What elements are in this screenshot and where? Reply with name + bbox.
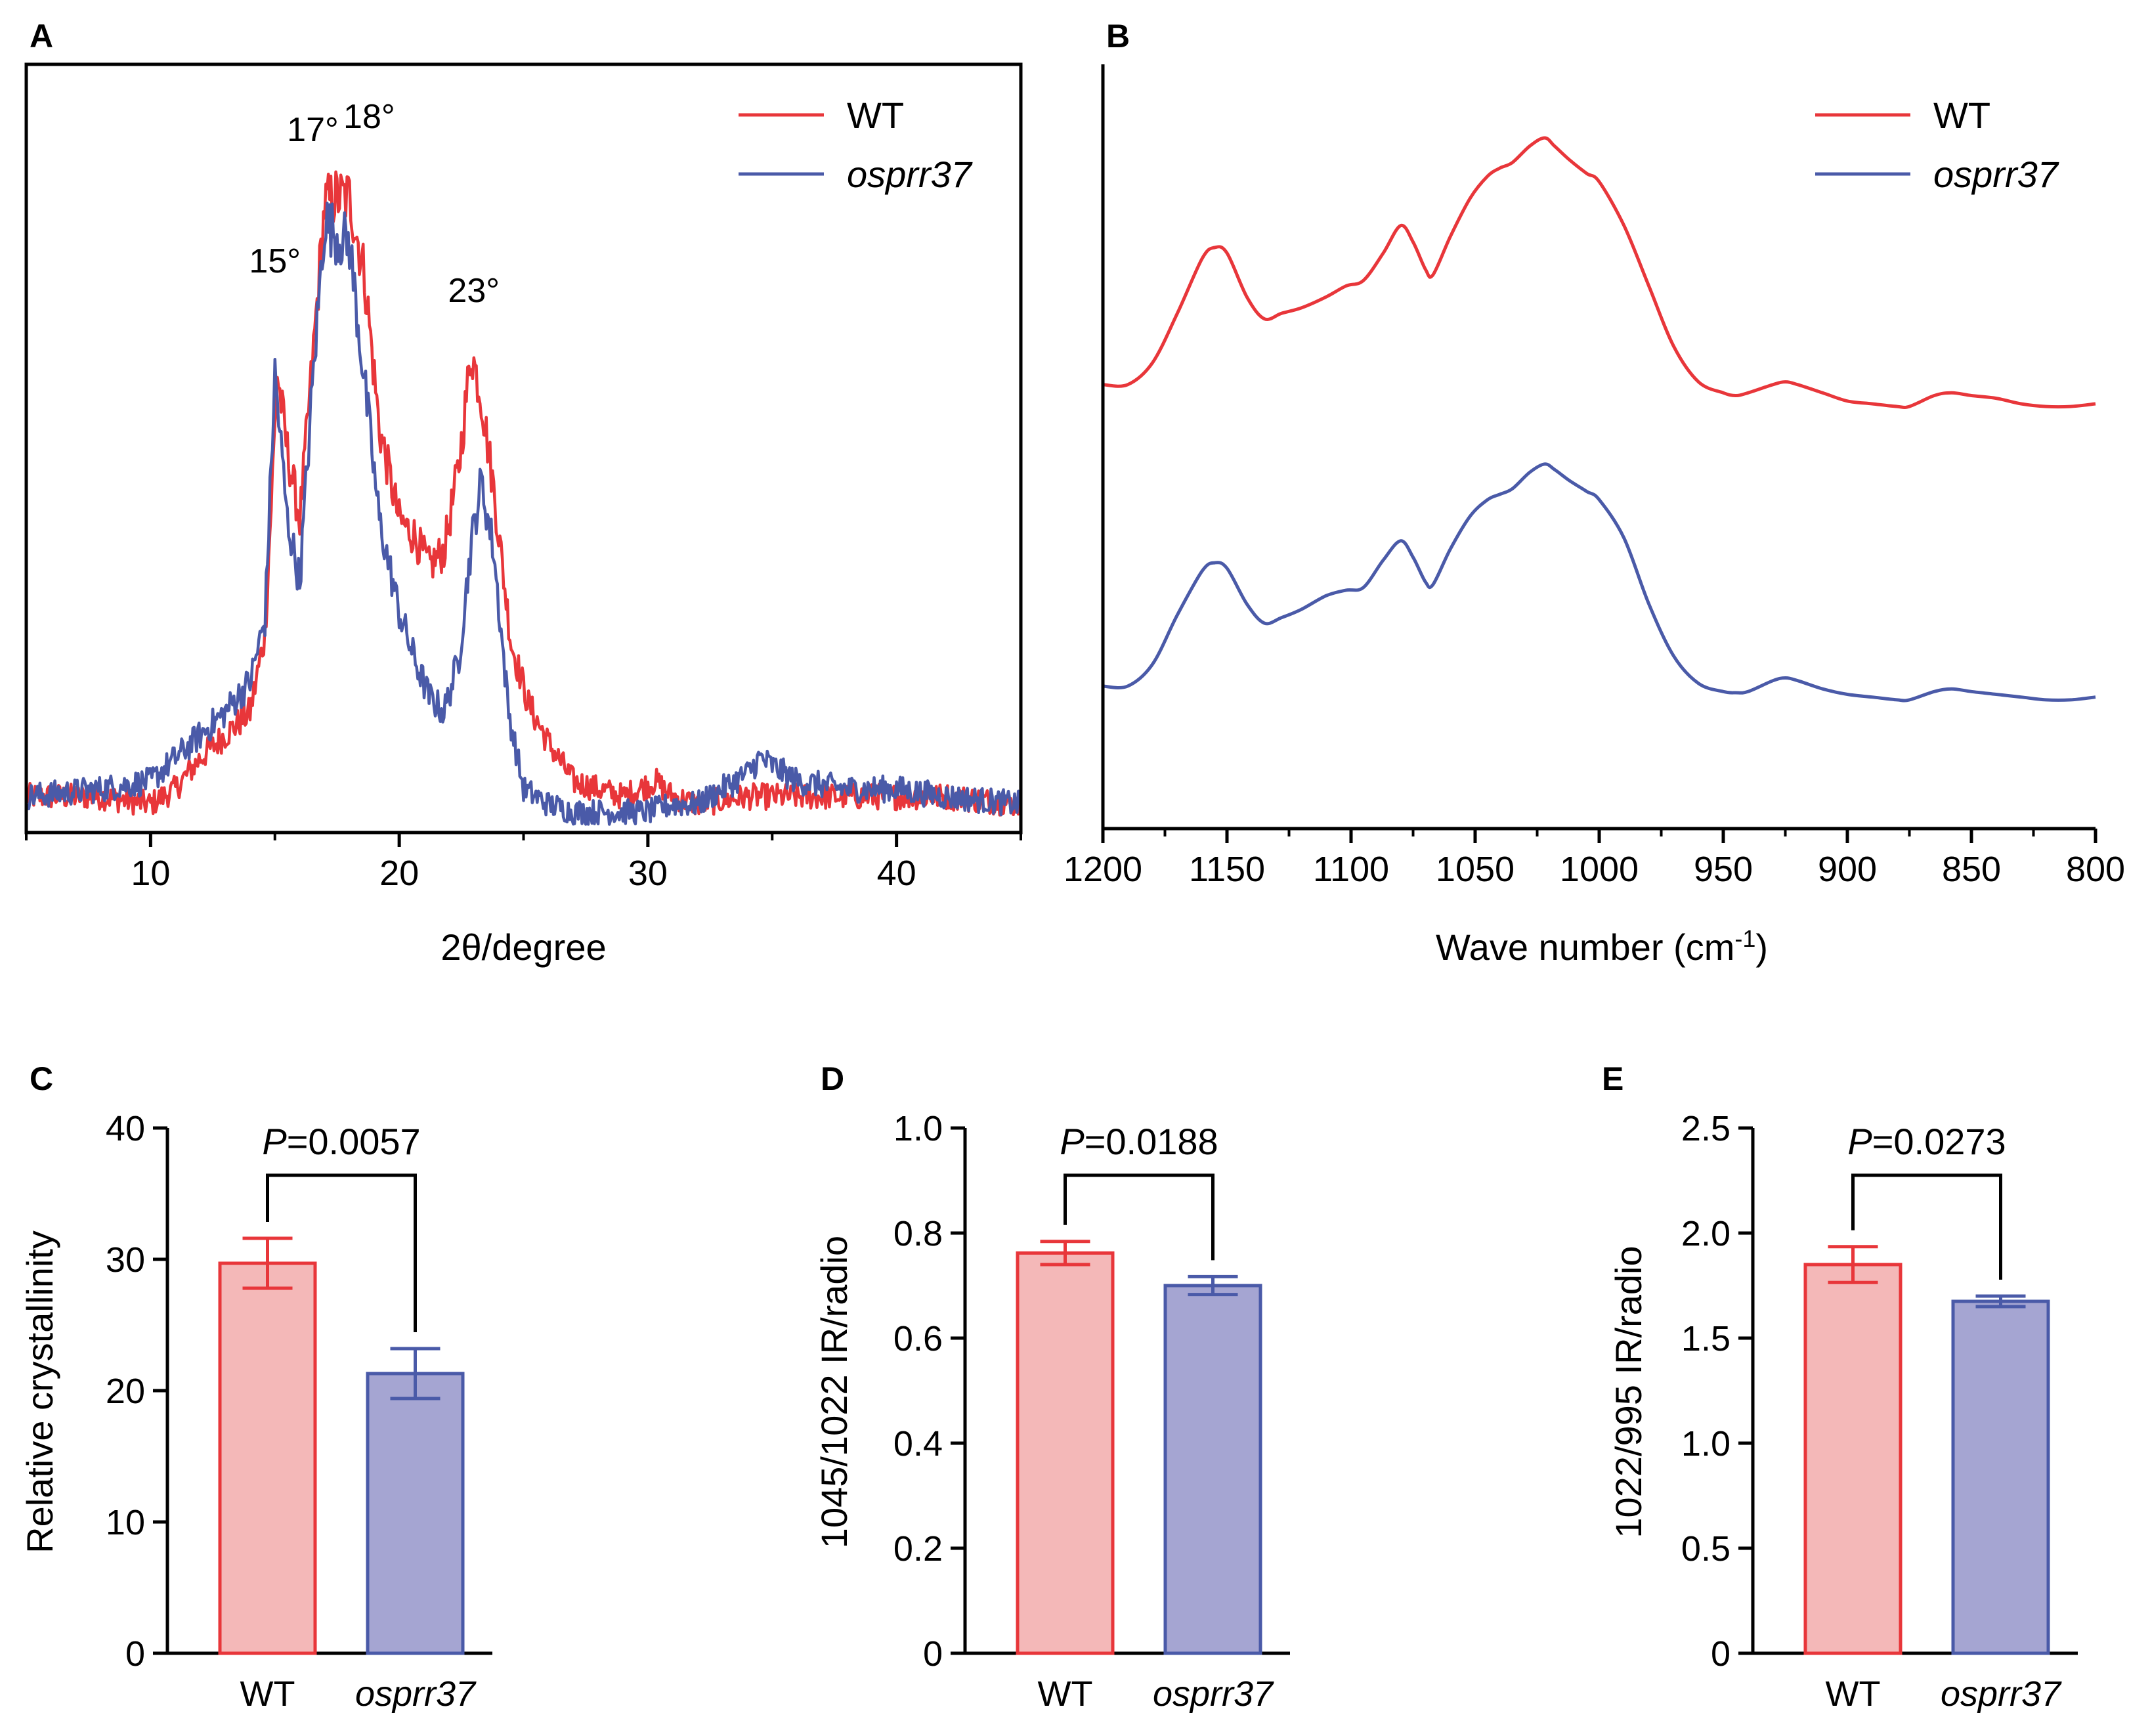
- peak-label-18: 18°: [343, 98, 395, 136]
- x-category-label-osprr37: osprr37: [1941, 1674, 2062, 1714]
- p-value-number: =0.0057: [287, 1121, 421, 1162]
- panel-d-ir-ratio-bar-chart: D 0 0.2 0.4 0.6 0.8 1.0 1045/1022 IR/radio WT osp…: [813, 1060, 1290, 1714]
- significance-bracket: [266, 1173, 417, 1332]
- y-tick-label: 0.2: [893, 1529, 943, 1569]
- p-value-label: P=0.0273: [1847, 1121, 2006, 1162]
- x-axis-title-close: ): [1755, 926, 1768, 968]
- y-tick-label: 0.6: [893, 1319, 943, 1358]
- peak-label-23: 23°: [448, 272, 500, 310]
- x-tick-label: 1100: [1313, 850, 1389, 889]
- panel-e-ir-ratio-bar-chart: E 0 0.5 1.0 1.5 2.0 2.5 1022/995 IR/radio WT ospr…: [1602, 1060, 2078, 1714]
- x-tick-label: 900: [1818, 850, 1877, 889]
- p-value-label: P=0.0057: [262, 1121, 420, 1162]
- panel-letter-b: B: [1106, 18, 1130, 54]
- y-tick-label: 20: [106, 1372, 145, 1411]
- y-tick-label: 0.5: [1681, 1529, 1731, 1569]
- significance-bracket: [1851, 1173, 2002, 1280]
- xrd-series-line-osprr37: [24, 202, 1023, 826]
- y-tick-label: 1.0: [893, 1109, 943, 1148]
- panel-b-ftir-chart: B 1200 1150 1100 1050 1000 950 900 850 800 Wave nu…: [1064, 18, 2125, 968]
- x-category-label-osprr37: osprr37: [355, 1674, 477, 1714]
- y-tick-label: 2.0: [1681, 1214, 1731, 1253]
- x-tick-label: 20: [379, 854, 419, 893]
- p-value-number: =0.0273: [1872, 1121, 2006, 1162]
- x-axis-title-sup: -1: [1734, 925, 1755, 952]
- peak-label-15: 15°: [249, 242, 301, 280]
- x-tick-label: 1150: [1189, 850, 1265, 889]
- p-value-label: P=0.0188: [1060, 1121, 1218, 1162]
- y-tick-label: 0: [1711, 1634, 1731, 1674]
- y-tick-label: 1.0: [1681, 1424, 1731, 1464]
- y-axis-title: 1022/995 IR/radio: [1608, 1246, 1649, 1538]
- x-tick-label: 1000: [1560, 850, 1639, 889]
- bar-wt: [218, 1261, 317, 1655]
- significance-bracket: [1064, 1173, 1215, 1261]
- p-value-number: =0.0188: [1085, 1121, 1218, 1162]
- p-value-symbol: P: [1060, 1121, 1084, 1162]
- peak-label-17: 17°: [287, 111, 339, 149]
- p-value-symbol: P: [262, 1121, 286, 1162]
- bar-wt: [1016, 1251, 1115, 1655]
- x-tick-label: 30: [628, 854, 668, 893]
- panel-a-xrd-chart: A 10 20 30 40 2θ/degree 15° 17° 18° 23° WT osprr37: [24, 18, 1023, 968]
- panel-letter-a: A: [30, 18, 53, 54]
- panel-c-crystallinity-bar-chart: C 0 10 20 30 40 Relative crystallinity WT osprr3…: [19, 1060, 492, 1714]
- x-category-label-wt: WT: [1826, 1674, 1881, 1714]
- x-tick-label: 950: [1694, 850, 1753, 889]
- legend-label-osprr37: osprr37: [1933, 154, 2059, 195]
- ftir-series-line-wt: [1102, 136, 2096, 410]
- y-tick-label: 30: [106, 1240, 145, 1280]
- x-category-label-wt: WT: [1038, 1674, 1093, 1714]
- x-tick-label: 800: [2066, 850, 2125, 889]
- x-tick-label: 1050: [1436, 850, 1515, 889]
- x-tick-label: 850: [1942, 850, 2001, 889]
- y-tick-label: 0.4: [893, 1424, 943, 1464]
- legend-label-osprr37: osprr37: [847, 154, 973, 195]
- bar-osprr37: [1951, 1299, 2050, 1655]
- x-tick-label: 40: [877, 854, 916, 893]
- y-tick-label: 0: [923, 1634, 943, 1674]
- y-tick-label: 0.8: [893, 1214, 943, 1253]
- x-category-label-wt: WT: [240, 1674, 295, 1714]
- p-value-symbol: P: [1847, 1121, 1872, 1162]
- bar-wt: [1803, 1263, 1903, 1655]
- legend-label-wt: WT: [847, 95, 904, 136]
- y-axis-title: Relative crystallinity: [19, 1230, 60, 1553]
- bar-osprr37: [366, 1372, 465, 1655]
- x-tick-label: 10: [131, 854, 170, 893]
- bar-osprr37: [1163, 1284, 1262, 1655]
- legend-label-wt: WT: [1933, 95, 1990, 136]
- y-tick-label: 0: [125, 1634, 145, 1674]
- panel-letter-c: C: [30, 1060, 53, 1097]
- y-axis-title: 1045/1022 IR/radio: [813, 1236, 855, 1548]
- y-tick-label: 2.5: [1681, 1109, 1731, 1148]
- panel-letter-e: E: [1602, 1060, 1623, 1097]
- xrd-series-line-wt: [24, 170, 1023, 817]
- y-tick-label: 1.5: [1681, 1319, 1731, 1358]
- x-category-label-osprr37: osprr37: [1153, 1674, 1274, 1714]
- x-axis-title: 2θ/degree: [441, 926, 606, 968]
- x-tick-label: 1200: [1064, 850, 1142, 889]
- ftir-series-line-osprr37: [1102, 462, 2096, 703]
- panel-letter-d: D: [821, 1060, 844, 1097]
- y-tick-label: 40: [106, 1109, 145, 1148]
- x-axis-title-main: Wave number (cm: [1436, 926, 1734, 968]
- x-axis-title: Wave number (cm-1): [1436, 925, 1768, 968]
- y-tick-label: 10: [106, 1503, 145, 1542]
